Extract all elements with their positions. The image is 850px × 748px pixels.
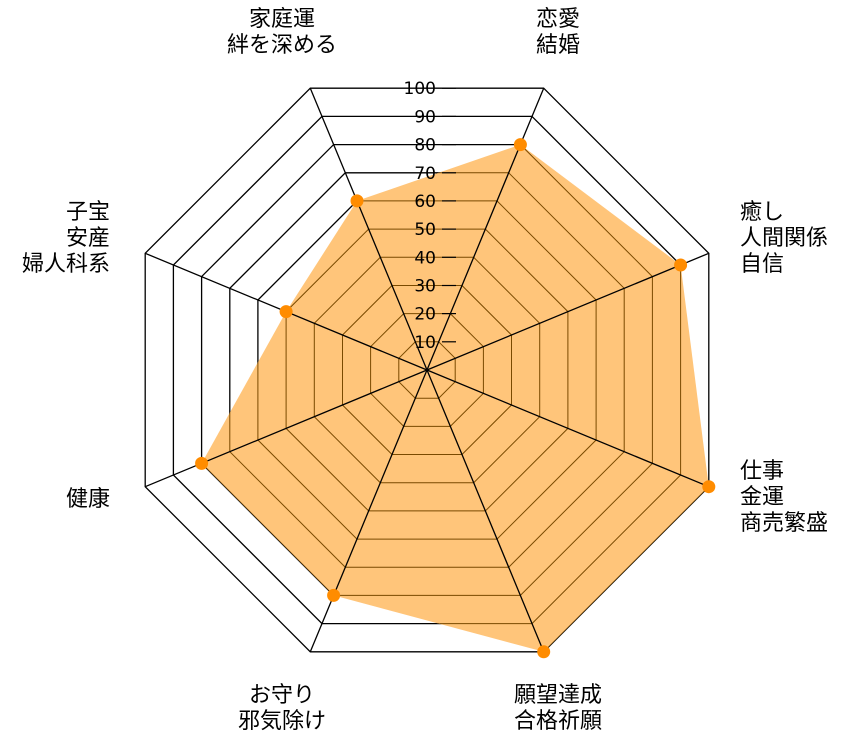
category-label-line: 邪気除け bbox=[238, 709, 326, 734]
category-label-7: 家庭運絆を深める bbox=[227, 7, 337, 58]
tick-label-10: 10 bbox=[414, 333, 436, 353]
tick-label-90: 90 bbox=[414, 107, 436, 127]
category-label-4: お守り邪気除け bbox=[238, 683, 326, 734]
spoke-3 bbox=[426, 369, 545, 653]
category-label-line: 仕事 bbox=[740, 459, 784, 484]
data-point-0 bbox=[513, 138, 527, 152]
radial-tick-labels: 10 20 30 40 50 60 70 80 90 100 bbox=[404, 79, 456, 353]
spoke-4 bbox=[309, 369, 428, 653]
spokes bbox=[144, 87, 710, 653]
data-point-4 bbox=[327, 588, 341, 602]
spoke-2 bbox=[426, 369, 710, 488]
tick-label-40: 40 bbox=[414, 248, 436, 268]
tick-label-60: 60 bbox=[414, 192, 436, 212]
spoke-1 bbox=[426, 252, 710, 371]
data-point-3 bbox=[537, 645, 551, 659]
category-label-line: 家庭運 bbox=[249, 7, 315, 32]
category-label-1: 癒し人間関係自信 bbox=[740, 200, 828, 277]
data-point-1 bbox=[674, 258, 688, 272]
category-label-line: 婦人科系 bbox=[22, 252, 110, 277]
data-point-7 bbox=[350, 194, 364, 208]
category-label-0: 恋愛結婚 bbox=[536, 7, 580, 58]
category-labels: 恋愛結婚癒し人間関係自信仕事金運商売繁盛願望達成合格祈願お守り邪気除け健康子宝安… bbox=[22, 7, 828, 734]
category-label-line: 合格祈願 bbox=[514, 709, 602, 734]
category-label-5: 健康 bbox=[66, 487, 110, 512]
category-label-line: 子宝 bbox=[66, 200, 110, 225]
tick-label-50: 50 bbox=[414, 220, 436, 240]
category-label-line: 願望達成 bbox=[514, 683, 602, 708]
category-label-line: お守り bbox=[249, 683, 315, 708]
tick-label-100: 100 bbox=[404, 79, 436, 99]
spoke-7 bbox=[309, 87, 428, 371]
category-label-line: 結婚 bbox=[536, 33, 580, 58]
category-label-line: 自信 bbox=[740, 252, 784, 277]
data-point-5 bbox=[195, 456, 209, 470]
category-label-line: 安産 bbox=[66, 226, 110, 251]
tick-label-80: 80 bbox=[414, 136, 436, 156]
tick-label-20: 20 bbox=[414, 305, 436, 325]
category-label-6: 子宝安産婦人科系 bbox=[22, 200, 110, 277]
tick-label-70: 70 bbox=[414, 164, 436, 184]
spoke-0 bbox=[426, 87, 545, 371]
category-label-3: 願望達成合格祈願 bbox=[514, 683, 602, 734]
tick-label-30: 30 bbox=[414, 277, 436, 297]
category-label-line: 恋愛 bbox=[536, 7, 580, 32]
category-label-line: 癒し bbox=[740, 200, 784, 225]
category-label-line: 金運 bbox=[740, 485, 784, 510]
spoke-5 bbox=[144, 369, 428, 488]
data-point-2 bbox=[702, 480, 716, 494]
category-label-line: 商売繁盛 bbox=[740, 511, 828, 536]
series-area bbox=[201, 144, 709, 652]
data-point-6 bbox=[279, 305, 293, 319]
category-label-line: 人間関係 bbox=[740, 226, 828, 251]
category-label-line: 絆を深める bbox=[227, 33, 337, 58]
category-label-2: 仕事金運商売繁盛 bbox=[740, 459, 828, 536]
category-label-line: 健康 bbox=[66, 487, 110, 512]
data-points bbox=[195, 138, 716, 659]
